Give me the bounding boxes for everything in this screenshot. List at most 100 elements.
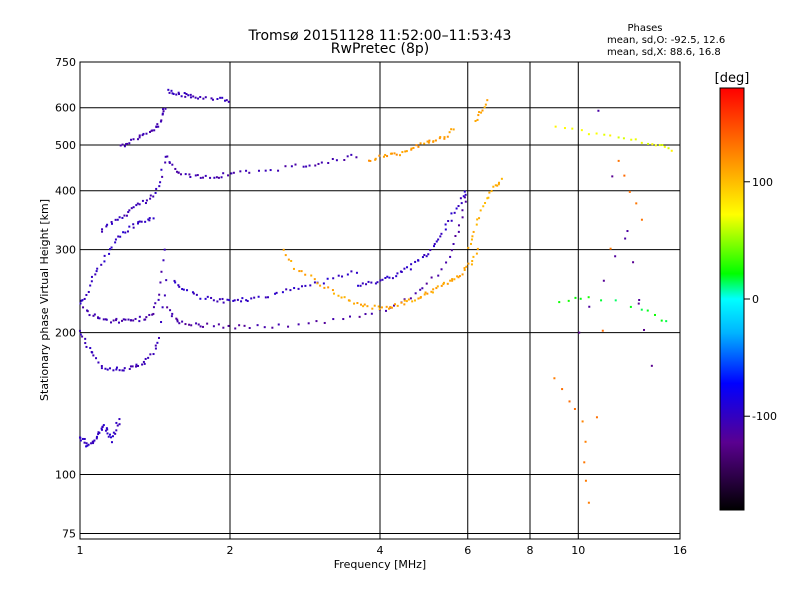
data-point xyxy=(467,262,470,265)
data-point xyxy=(167,88,170,91)
data-point xyxy=(461,209,464,212)
data-point xyxy=(588,305,591,308)
data-point xyxy=(432,140,435,143)
data-point xyxy=(433,245,436,248)
data-point xyxy=(190,324,193,327)
data-point xyxy=(154,191,157,194)
data-point xyxy=(197,323,200,326)
data-point xyxy=(206,295,209,298)
x-tick-label: 2 xyxy=(227,544,234,557)
data-point xyxy=(89,284,92,287)
data-point xyxy=(148,217,151,220)
data-point xyxy=(419,288,422,291)
data-point xyxy=(271,326,274,329)
data-point xyxy=(89,347,92,350)
data-point xyxy=(202,97,205,100)
data-point xyxy=(475,223,478,226)
data-point xyxy=(305,165,308,168)
data-point xyxy=(355,271,358,274)
data-point xyxy=(149,353,152,356)
data-point xyxy=(81,335,84,338)
data-point xyxy=(614,255,617,258)
data-point xyxy=(98,431,101,434)
data-point xyxy=(445,261,448,264)
data-point xyxy=(199,176,202,179)
data-point xyxy=(463,196,466,199)
data-point xyxy=(465,265,468,268)
data-point xyxy=(122,231,125,234)
data-point xyxy=(426,292,429,295)
data-point xyxy=(450,219,453,222)
data-point xyxy=(127,318,130,321)
data-point xyxy=(423,293,426,296)
data-point xyxy=(561,388,564,391)
data-point xyxy=(186,289,189,292)
data-point xyxy=(94,273,97,276)
data-point xyxy=(432,288,435,291)
data-point xyxy=(144,202,147,205)
data-point xyxy=(79,333,82,336)
data-point xyxy=(210,97,213,100)
data-point xyxy=(410,263,413,266)
data-point xyxy=(374,282,377,285)
data-point xyxy=(342,318,345,321)
data-point xyxy=(665,320,668,323)
data-point xyxy=(221,96,224,99)
x-axis-label: Frequency [MHz] xyxy=(334,558,426,571)
data-point xyxy=(126,230,129,233)
data-point xyxy=(407,298,410,301)
data-point xyxy=(230,172,233,175)
data-point xyxy=(463,267,466,270)
data-point xyxy=(384,153,387,156)
data-point xyxy=(346,155,349,158)
data-point xyxy=(172,92,175,95)
data-point xyxy=(587,501,590,504)
data-point xyxy=(107,435,110,438)
data-point xyxy=(578,331,581,334)
colorbar xyxy=(719,87,745,511)
data-point xyxy=(643,328,646,331)
data-point xyxy=(189,93,192,96)
data-point xyxy=(332,318,335,321)
data-point xyxy=(123,145,126,148)
data-point xyxy=(100,367,103,370)
data-point xyxy=(310,274,313,277)
data-point xyxy=(293,287,296,290)
data-point xyxy=(609,247,612,250)
data-point xyxy=(554,125,557,128)
data-point xyxy=(436,285,439,288)
data-point xyxy=(313,278,316,281)
data-point xyxy=(194,174,197,177)
data-point xyxy=(440,268,443,271)
data-point xyxy=(409,297,412,300)
data-point xyxy=(176,320,179,323)
data-point xyxy=(123,214,126,217)
data-point xyxy=(297,287,300,290)
data-point xyxy=(476,247,479,250)
data-point xyxy=(189,175,192,178)
data-point xyxy=(486,99,489,102)
data-point xyxy=(138,134,141,137)
data-point xyxy=(626,230,629,233)
data-point xyxy=(95,357,98,360)
data-point xyxy=(450,212,453,215)
data-point xyxy=(374,157,377,160)
data-point xyxy=(315,320,318,323)
data-point xyxy=(130,138,133,141)
data-point xyxy=(152,217,155,220)
data-point xyxy=(138,315,141,318)
data-point xyxy=(110,321,113,324)
data-point xyxy=(335,159,338,162)
data-point xyxy=(425,255,428,258)
data-point xyxy=(136,138,139,141)
data-point xyxy=(219,96,222,99)
data-point xyxy=(389,306,392,309)
data-point xyxy=(181,320,184,323)
data-point xyxy=(580,129,583,132)
data-point xyxy=(435,287,438,290)
data-point xyxy=(246,300,249,303)
data-point xyxy=(137,364,140,367)
data-point xyxy=(100,427,103,430)
data-point xyxy=(168,161,171,164)
